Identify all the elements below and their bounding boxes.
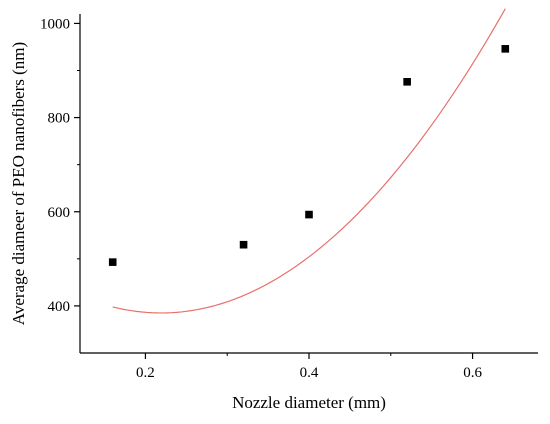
- y-tick-label: 800: [48, 111, 71, 127]
- data-point: [403, 78, 411, 86]
- data-point: [501, 45, 510, 53]
- y-ticks: 400 600 800 1000: [40, 16, 80, 315]
- x-tick-label: 0.2: [136, 365, 155, 381]
- axes: [79, 14, 538, 354]
- plot-area: [108, 8, 510, 314]
- data-point: [108, 258, 117, 266]
- x-tick-label: 0.4: [300, 365, 319, 381]
- data-point: [239, 240, 248, 249]
- x-tick-label: 0.6: [463, 365, 482, 381]
- data-point: [305, 210, 313, 219]
- y-tick-label: 600: [48, 205, 71, 221]
- y-axis-title: Average diameer of PEO nanofibers (nm): [9, 42, 28, 325]
- fit-curve: [112, 8, 506, 314]
- y-tick-label: 400: [48, 299, 71, 315]
- x-ticks: 0.2 0.4 0.6: [136, 353, 482, 381]
- x-axis-title: Nozzle diameter (mm): [232, 393, 386, 412]
- y-tick-label: 1000: [40, 16, 70, 32]
